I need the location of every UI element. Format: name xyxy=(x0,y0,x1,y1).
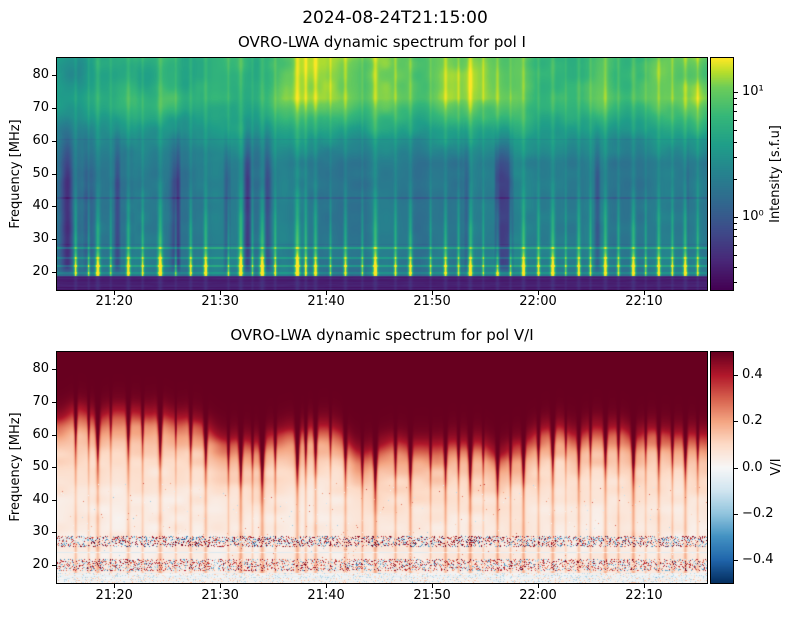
colorbar-tick-label: 0.4 xyxy=(742,367,763,383)
y-tick-label: 80 xyxy=(32,67,49,83)
x-tick-label: 21:40 xyxy=(307,294,345,309)
y-tick-label: 60 xyxy=(32,132,49,148)
y-tick-label: 30 xyxy=(32,231,49,247)
colorbar-minor-tick-mark xyxy=(734,179,737,181)
x-tick-label: 21:20 xyxy=(95,294,133,309)
y-tick-mark xyxy=(52,369,56,371)
x-tick-label: 22:00 xyxy=(519,588,557,603)
y-tick-label: 20 xyxy=(32,557,49,573)
pol-vi-title: OVRO-LWA dynamic spectrum for pol V/I xyxy=(230,326,534,344)
x-tick-label: 22:10 xyxy=(625,588,663,603)
x-tick-mark xyxy=(643,584,645,588)
y-tick-mark xyxy=(52,75,56,77)
y-tick-mark xyxy=(52,532,56,534)
colorbar-minor-tick-mark xyxy=(734,104,737,106)
pol-i-colorbar-gradient xyxy=(711,58,733,290)
colorbar-minor-tick-mark xyxy=(734,254,737,256)
y-tick-label: 40 xyxy=(32,198,49,214)
colorbar-minor-tick-mark xyxy=(734,97,737,99)
colorbar-tick-label: −0.4 xyxy=(742,551,774,567)
colorbar-minor-tick-mark xyxy=(734,266,737,268)
colorbar-tick-mark xyxy=(734,513,738,515)
pol-i-plot-area xyxy=(56,57,708,291)
y-tick-label: 70 xyxy=(32,100,49,116)
colorbar-minor-tick-mark xyxy=(734,236,737,238)
x-tick-mark xyxy=(114,291,116,295)
y-tick-mark xyxy=(52,401,56,403)
x-tick-mark xyxy=(538,291,539,295)
colorbar-tick-mark xyxy=(734,91,738,93)
x-tick-mark xyxy=(432,291,434,295)
y-tick-label: 50 xyxy=(32,165,49,181)
x-tick-label: 22:00 xyxy=(519,294,557,309)
colorbar-minor-tick-mark xyxy=(734,119,737,121)
pol-vi-colorbar xyxy=(710,351,734,584)
colorbar-tick-mark xyxy=(734,467,738,469)
y-tick-mark xyxy=(52,140,56,142)
x-tick-mark xyxy=(220,291,222,295)
colorbar-tick-mark xyxy=(734,375,738,377)
y-tick-mark xyxy=(52,467,56,469)
colorbar-minor-tick-mark xyxy=(734,129,737,131)
colorbar-tick-label: −0.2 xyxy=(742,505,774,521)
y-tick-label: 50 xyxy=(32,459,49,475)
x-tick-mark xyxy=(538,584,539,588)
x-tick-label: 21:30 xyxy=(201,294,239,309)
y-tick-label: 80 xyxy=(32,361,49,377)
colorbar-tick-label: 10¹ xyxy=(742,83,764,99)
y-tick-mark xyxy=(52,239,56,241)
colorbar-tick-label: 0.2 xyxy=(742,413,763,429)
pol-i-colorbar-label: Intensity [s.f.u] xyxy=(768,125,783,223)
x-tick-label: 21:50 xyxy=(413,588,451,603)
colorbar-minor-tick-mark xyxy=(734,244,737,246)
y-tick-mark xyxy=(52,271,56,273)
colorbar-tick-mark xyxy=(734,559,738,561)
colorbar-minor-tick-mark xyxy=(734,282,737,284)
y-tick-mark xyxy=(52,565,56,567)
figure-suptitle: 2024-08-24T21:15:00 xyxy=(302,8,488,28)
y-tick-label: 70 xyxy=(32,393,49,409)
y-tick-mark xyxy=(52,499,56,501)
pol-vi-plot-area xyxy=(56,351,708,584)
colorbar-tick-label: 10⁰ xyxy=(742,208,764,224)
y-tick-mark xyxy=(52,434,56,436)
colorbar-minor-tick-mark xyxy=(734,222,737,224)
y-tick-label: 40 xyxy=(32,491,49,507)
x-tick-mark xyxy=(114,584,116,588)
colorbar-tick-mark xyxy=(734,216,738,218)
x-tick-label: 21:30 xyxy=(201,588,239,603)
x-tick-label: 22:10 xyxy=(625,294,663,309)
pol-i-title: OVRO-LWA dynamic spectrum for pol I xyxy=(238,33,526,51)
y-tick-mark xyxy=(52,173,56,175)
y-tick-mark xyxy=(52,108,56,110)
y-tick-label: 20 xyxy=(32,263,49,279)
colorbar-tick-mark xyxy=(734,421,738,423)
y-tick-mark xyxy=(52,206,56,208)
x-tick-label: 21:40 xyxy=(307,588,345,603)
colorbar-tick-label: 0.0 xyxy=(742,459,763,475)
pol-vi-colorbar-gradient xyxy=(711,352,733,583)
x-tick-mark xyxy=(326,291,328,295)
pol-vi-spectrogram-image xyxy=(57,352,707,583)
y-tick-label: 30 xyxy=(32,524,49,540)
x-tick-mark xyxy=(326,584,328,588)
pol-i-spectrogram-image xyxy=(57,58,707,290)
pol-i-colorbar xyxy=(710,57,734,291)
colorbar-minor-tick-mark xyxy=(734,229,737,230)
y-tick-label: 60 xyxy=(32,426,49,442)
colorbar-minor-tick-mark xyxy=(734,141,737,143)
colorbar-minor-tick-mark xyxy=(734,157,737,159)
x-tick-mark xyxy=(220,584,222,588)
colorbar-minor-tick-mark xyxy=(734,111,737,113)
x-tick-label: 21:20 xyxy=(95,588,133,603)
x-tick-mark xyxy=(432,584,434,588)
x-tick-mark xyxy=(643,291,645,295)
x-tick-label: 21:50 xyxy=(413,294,451,309)
